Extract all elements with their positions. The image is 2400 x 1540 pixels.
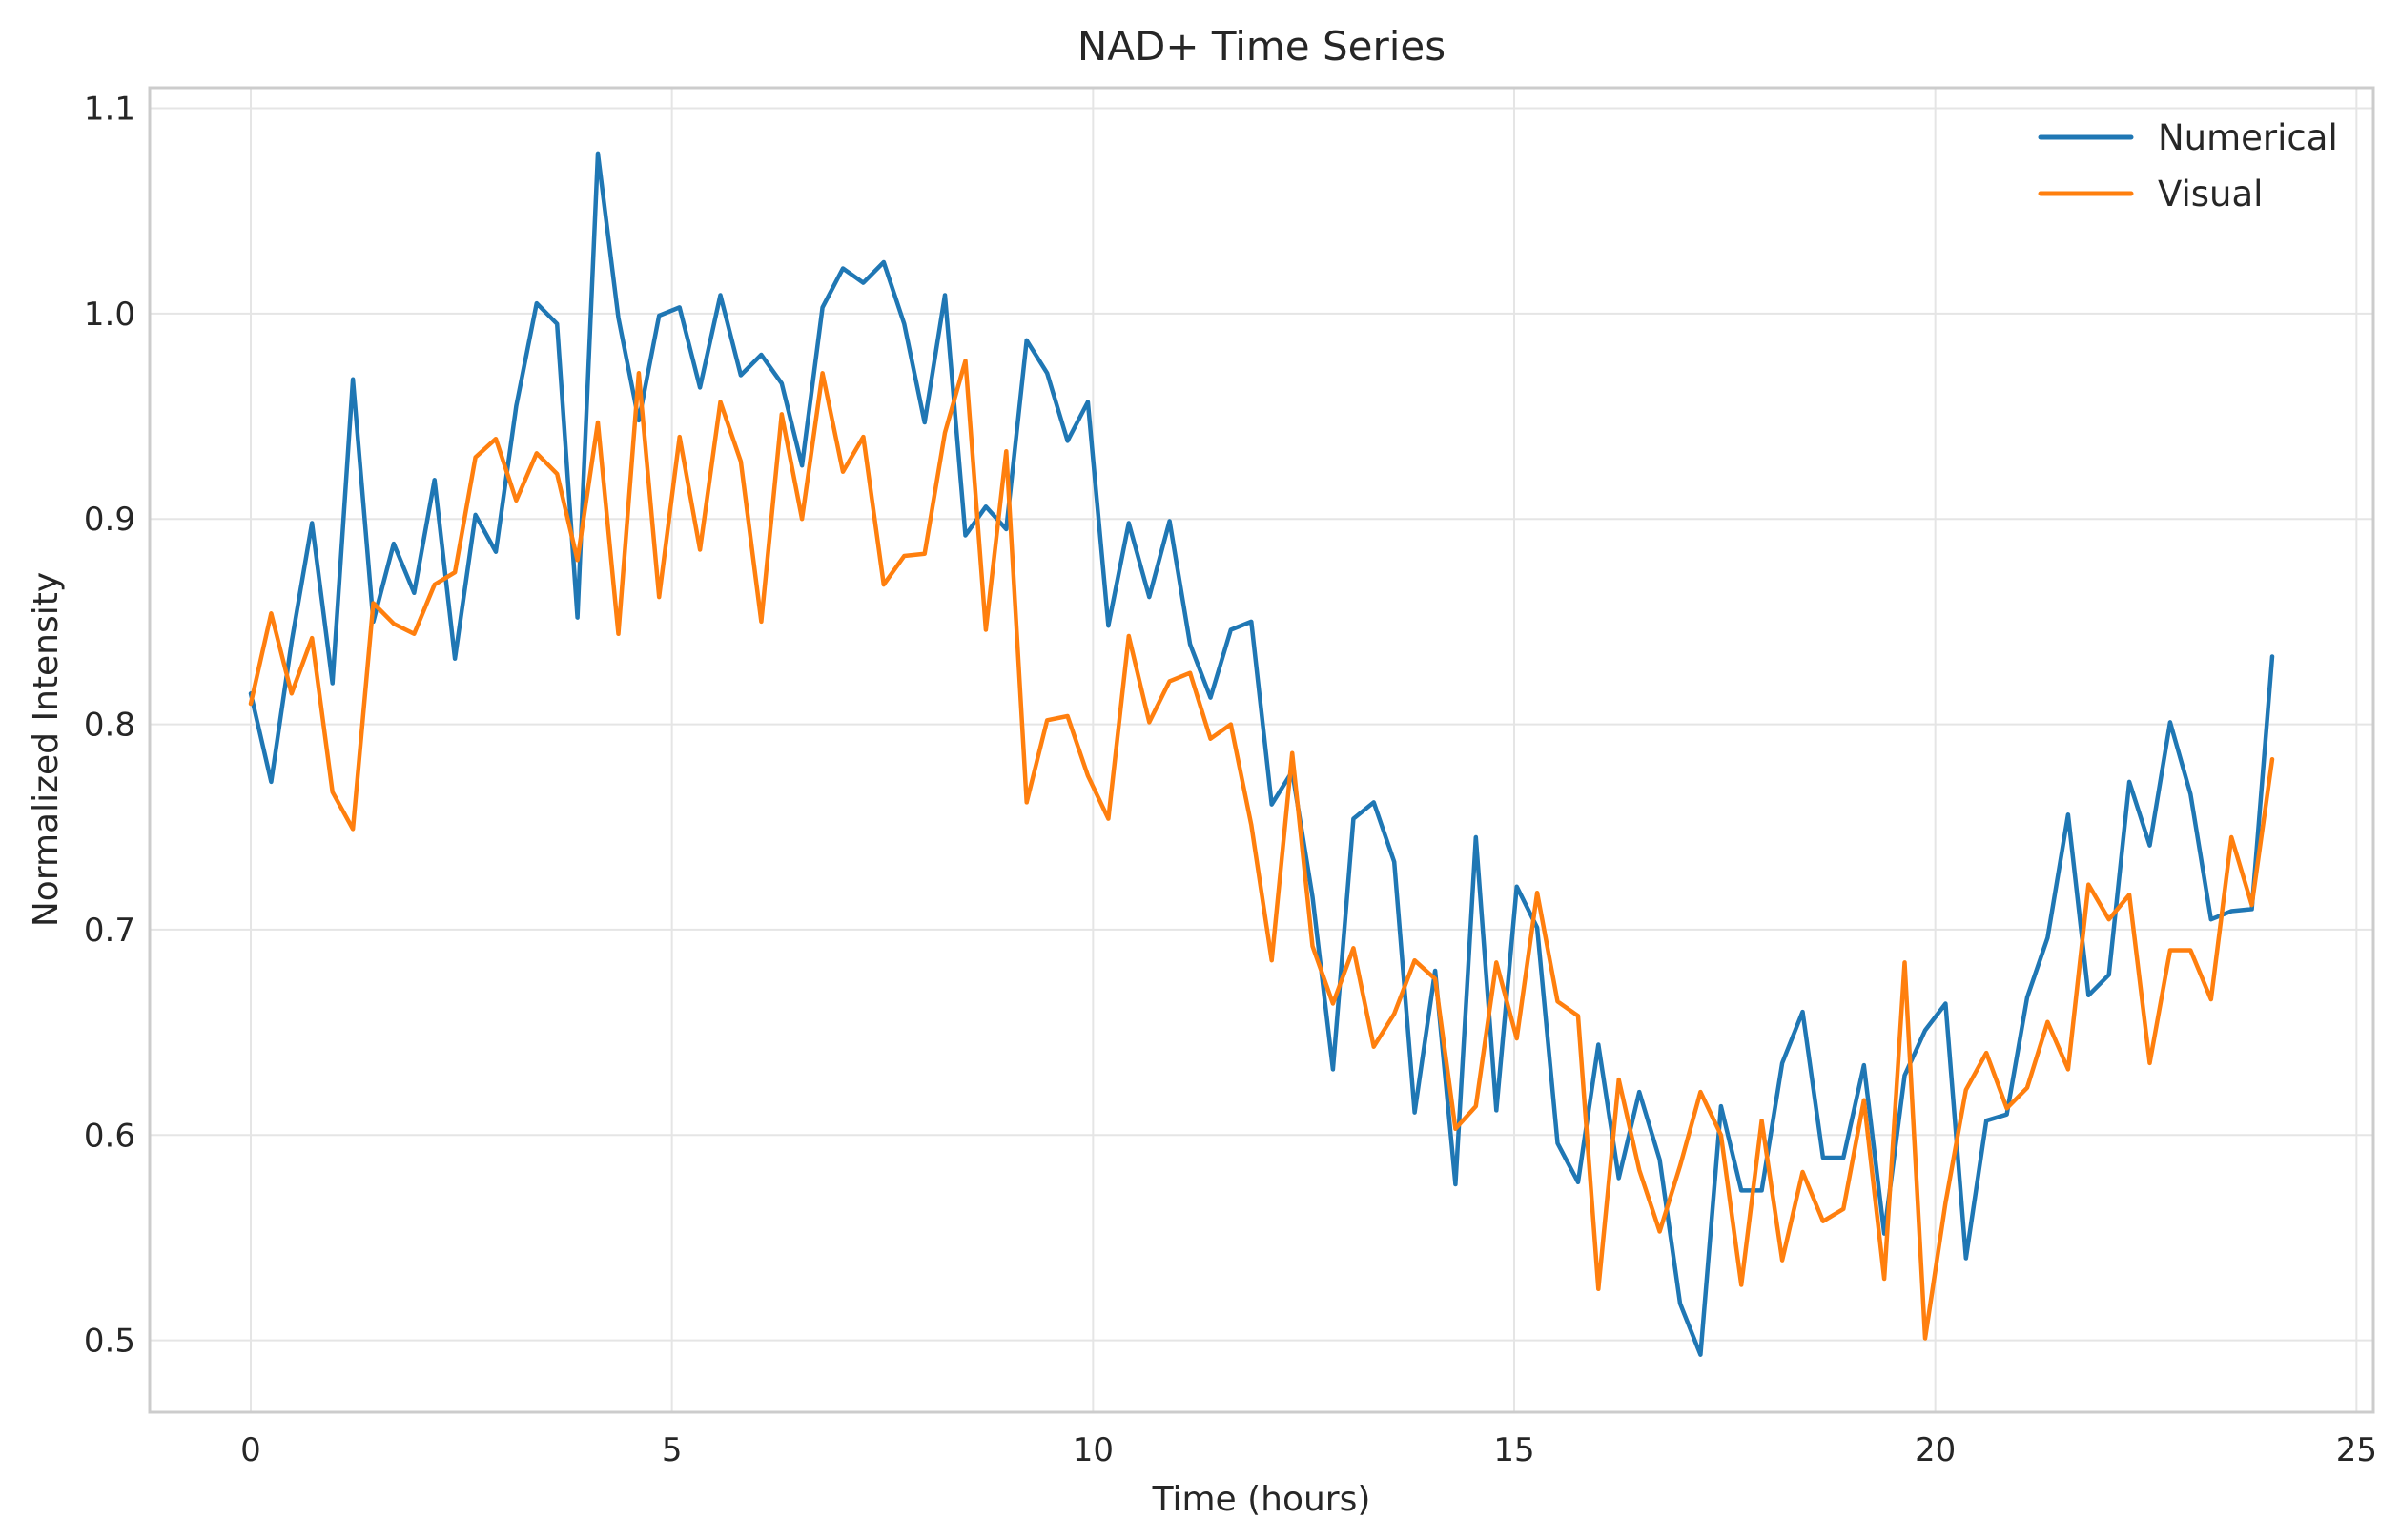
x-tick-label: 10 xyxy=(1073,1431,1114,1469)
y-tick-label: 0.8 xyxy=(84,707,135,745)
y-tick-label: 0.9 xyxy=(84,501,135,539)
series-line-numerical xyxy=(248,151,2275,1357)
plot-frame xyxy=(148,86,2375,1414)
x-tick-label: 20 xyxy=(1915,1431,1956,1469)
x-tick-label: 5 xyxy=(662,1431,683,1469)
y-axis-label: Normalized Intensity xyxy=(27,572,66,927)
series-line-visual xyxy=(248,359,2275,1341)
y-tick-label: 0.7 xyxy=(84,912,135,950)
series-lines xyxy=(248,151,2275,1357)
tick-labels: 0 5 10 15 20 25 0.5 0.6 0.7 0.8 0.9 1.0 1.1 xyxy=(84,91,2377,1469)
y-tick-label: 0.6 xyxy=(84,1117,135,1155)
x-tick-label: 15 xyxy=(1493,1431,1534,1469)
legend: Numerical Visual xyxy=(2038,117,2338,215)
y-tick-label: 1.0 xyxy=(84,296,135,334)
x-axis-label: Time (hours) xyxy=(1152,1480,1371,1519)
chart-title: NAD+ Time Series xyxy=(1077,23,1446,70)
x-tick-label: 0 xyxy=(240,1431,261,1469)
x-tick-label: 25 xyxy=(2336,1431,2377,1469)
y-tick-label: 0.5 xyxy=(84,1323,135,1361)
y-tick-label: 1.1 xyxy=(84,91,135,129)
legend-label-visual: Visual xyxy=(2158,174,2263,215)
legend-label-numerical: Numerical xyxy=(2158,117,2338,158)
